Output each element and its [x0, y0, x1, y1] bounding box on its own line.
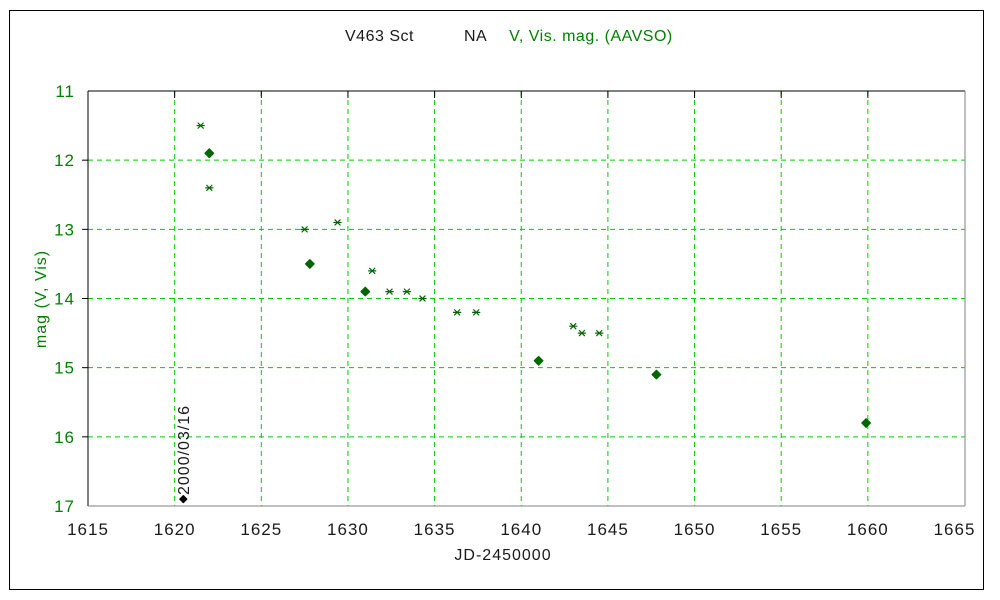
- point-Vis: [196, 122, 205, 129]
- x-tick-label: 1655: [760, 520, 802, 539]
- y-tick-label: 11: [55, 82, 75, 101]
- asterisk-ray: [197, 122, 204, 129]
- point-Vis: [333, 219, 342, 226]
- point-V: [360, 286, 371, 297]
- asterisk-ray: [403, 288, 411, 295]
- axis-ticks: [82, 91, 869, 438]
- x-tick-label: 1650: [674, 520, 716, 539]
- point-V: [533, 355, 544, 366]
- point-V: [304, 259, 315, 269]
- x-tick-label: 1625: [240, 520, 282, 539]
- point-Vis: [402, 288, 412, 295]
- date-annotation-label: 2000/03/16: [176, 405, 193, 495]
- asterisk-ray: [473, 309, 480, 316]
- gridlines: [88, 91, 965, 506]
- x-tick-label: 1635: [414, 520, 456, 539]
- date-annotation: 2000/03/16: [176, 405, 193, 504]
- asterisk-ray: [596, 329, 603, 337]
- point-Vis: [452, 309, 462, 316]
- x-tick-label: 1620: [154, 520, 196, 539]
- x-tick-label: 1615: [67, 520, 109, 539]
- plot-borders: [87, 90, 966, 507]
- y-tick-label: 14: [54, 290, 75, 309]
- variable-type-code: NA: [463, 28, 488, 45]
- x-tick-label: 1665: [934, 520, 976, 539]
- y-tick-label: 15: [54, 359, 75, 378]
- y-tick-label: 13: [54, 220, 75, 239]
- y-tick-label: 12: [54, 151, 75, 170]
- point-Vis: [577, 329, 587, 337]
- point-Vis: [205, 184, 214, 192]
- figure-border: [9, 10, 984, 590]
- x-tick-label: 1630: [327, 520, 369, 539]
- x-tick-label: 1645: [587, 520, 629, 539]
- asterisk-ray: [369, 267, 376, 275]
- asterisk-ray: [386, 288, 393, 295]
- star-name: V463 Sct: [345, 28, 414, 45]
- y-tick-label: 17: [54, 497, 75, 516]
- data-points: [196, 122, 872, 428]
- point-Vis: [368, 267, 377, 275]
- x-axis-label: JD-2450000: [454, 547, 552, 564]
- point-V: [204, 148, 215, 159]
- x-tick-label: 1660: [847, 520, 889, 539]
- y-tick-label: 16: [54, 428, 75, 447]
- date-annotation-marker: [179, 495, 188, 504]
- asterisk-ray: [570, 322, 577, 330]
- x-tick-label: 1640: [500, 520, 542, 539]
- asterisk-ray: [578, 329, 586, 337]
- x-tick-labels: 1615 1620 1625 1630 1635 1640 1645 1650 1655 1660…: [67, 520, 976, 539]
- point-Vis: [595, 329, 604, 337]
- chart-title: V463 Sct NA V, Vis. mag. (AAVSO): [345, 28, 673, 46]
- point-Vis: [569, 322, 578, 330]
- asterisk-ray: [206, 184, 213, 192]
- y-axis-label: mag (V, Vis): [33, 250, 50, 348]
- asterisk-ray: [419, 295, 426, 302]
- series-legend: V, Vis. mag. (AAVSO): [509, 28, 673, 45]
- point-Vis: [385, 288, 394, 295]
- point-Vis: [471, 309, 481, 316]
- asterisk-ray: [334, 219, 341, 226]
- point-Vis: [418, 295, 427, 302]
- asterisk-ray: [453, 309, 461, 316]
- asterisk-ray: [301, 226, 308, 233]
- point-V: [861, 418, 872, 428]
- point-V: [651, 369, 662, 380]
- point-Vis: [300, 226, 309, 233]
- y-tick-labels: 11 12 13 14 15 16 17: [54, 82, 75, 516]
